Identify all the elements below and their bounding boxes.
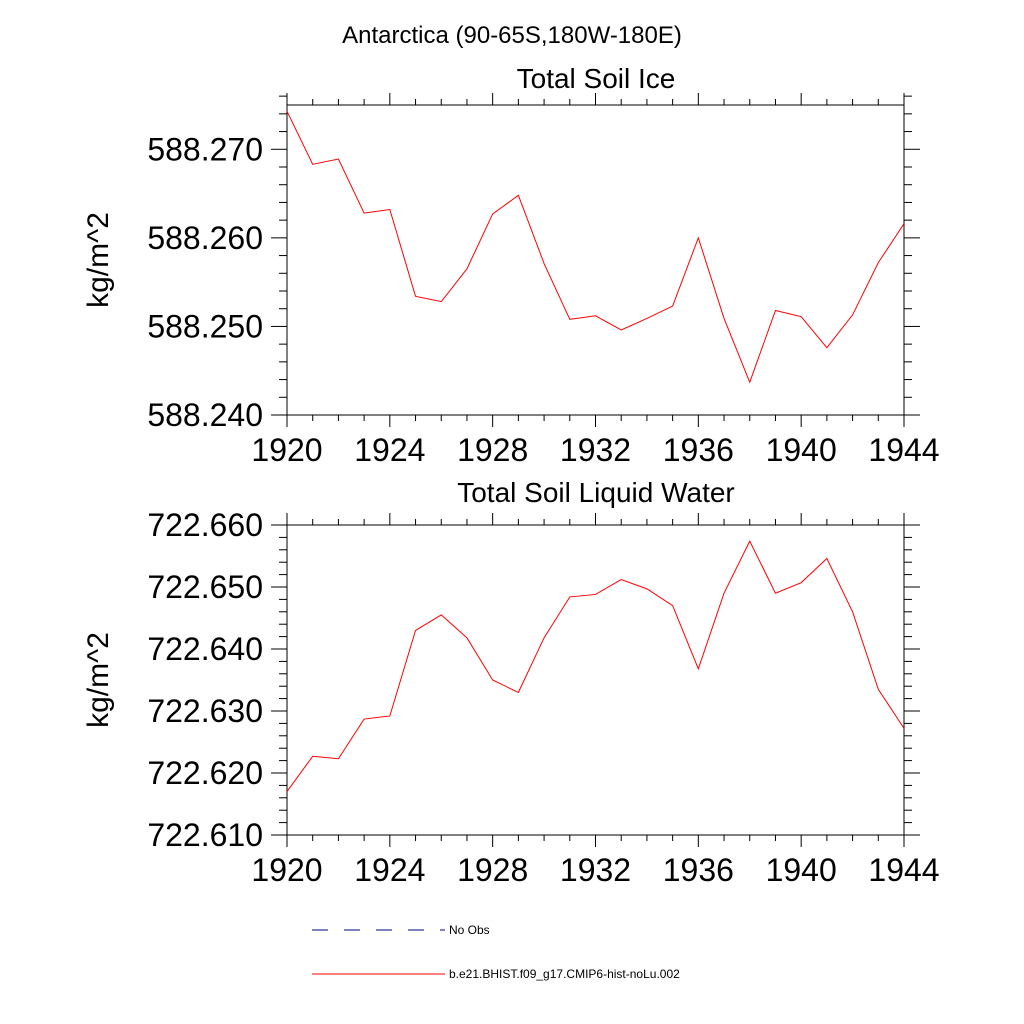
- panel-total-soil-ice: Total Soil Ice kg/m^2 1920 1924 1928 1932 19…: [82, 63, 940, 468]
- panel-title: Total Soil Ice: [517, 63, 676, 94]
- axis-tick-labels: 1920 1924 1928 1932 1936 1940 1944 722.610 722.6…: [147, 507, 939, 888]
- y-tick-label: 722.640: [147, 631, 263, 667]
- x-tick-label: 1932: [560, 852, 631, 888]
- series-group: [286, 539, 905, 792]
- x-tick-label: 1924: [354, 852, 425, 888]
- panel-title: Total Soil Liquid Water: [457, 477, 735, 508]
- x-tick-label: 1936: [663, 432, 734, 468]
- y-axis-label: kg/m^2: [82, 632, 115, 728]
- y-tick-label: 722.630: [147, 693, 263, 729]
- x-tick-label: 1932: [560, 432, 631, 468]
- y-tick-label: 722.620: [147, 755, 263, 791]
- y-tick-label: 588.270: [147, 131, 263, 167]
- axis-ticks: [271, 513, 920, 847]
- x-tick-label: 1928: [457, 432, 528, 468]
- x-tick-label: 1924: [354, 432, 425, 468]
- legend-model-label: b.e21.BHIST.f09_g17.CMIP6-hist-noLu.002: [449, 967, 680, 981]
- y-tick-label: 722.650: [147, 569, 263, 605]
- figure-title: Antarctica (90-65S,180W-180E): [342, 22, 682, 49]
- x-tick-label: 1940: [766, 432, 837, 468]
- y-tick-label: 588.250: [147, 308, 263, 344]
- legend: No Obs b.e21.BHIST.f09_g17.CMIP6-hist-no…: [312, 923, 680, 981]
- y-axis-label: kg/m^2: [82, 212, 115, 308]
- x-tick-label: 1920: [251, 432, 322, 468]
- x-tick-label: 1936: [663, 852, 734, 888]
- x-tick-label: 1928: [457, 852, 528, 888]
- x-tick-label: 1944: [868, 432, 939, 468]
- series-group: [286, 110, 905, 384]
- y-tick-label: 588.240: [147, 397, 263, 433]
- y-tick-label: 722.660: [147, 507, 263, 543]
- axis-ticks: [271, 93, 920, 427]
- y-tick-label: 588.260: [147, 220, 263, 256]
- y-tick-label: 722.610: [147, 817, 263, 853]
- x-tick-label: 1920: [251, 852, 322, 888]
- x-tick-label: 1944: [868, 852, 939, 888]
- legend-no-obs-label: No Obs: [449, 923, 490, 937]
- x-tick-label: 1940: [766, 852, 837, 888]
- axis-tick-labels: 1920 1924 1928 1932 1936 1940 1944 588.240 588.2…: [147, 131, 939, 468]
- panel-total-soil-liquid-water: Total Soil Liquid Water kg/m^2 1920 1924 1…: [82, 477, 940, 888]
- series-line: [286, 110, 905, 384]
- series-line: [286, 539, 905, 792]
